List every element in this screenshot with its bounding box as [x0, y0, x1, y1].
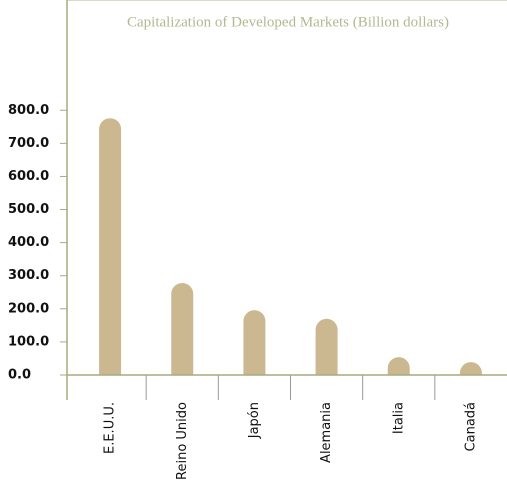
y-tick-label: 500.0	[8, 202, 49, 217]
x-tick-label: E.E.U.U.	[103, 402, 118, 454]
bar	[171, 283, 194, 375]
y-tick-label: 700.0	[8, 136, 49, 151]
y-tick-label: 800.0	[8, 103, 49, 118]
x-tick-label: Japón	[247, 402, 262, 439]
bar	[243, 310, 266, 375]
x-tick-label: Italia	[391, 402, 406, 434]
y-tick-label: 200.0	[8, 301, 49, 316]
y-tick-label: 400.0	[8, 235, 49, 250]
x-tick-label: Alemania	[319, 402, 334, 463]
y-tick-label: 600.0	[8, 169, 49, 184]
x-tick-label: Reino Unido	[175, 402, 190, 480]
bar	[459, 362, 482, 375]
x-tick-label: Canadá	[463, 402, 478, 451]
bar	[315, 318, 338, 375]
bar	[387, 357, 410, 375]
bar	[99, 118, 122, 375]
y-tick-label: 300.0	[8, 268, 49, 283]
y-tick-label: 100.0	[8, 334, 49, 349]
y-tick-label: 0.0	[8, 368, 31, 383]
chart-title: Capitalization of Developed Markets (Bil…	[127, 14, 449, 30]
